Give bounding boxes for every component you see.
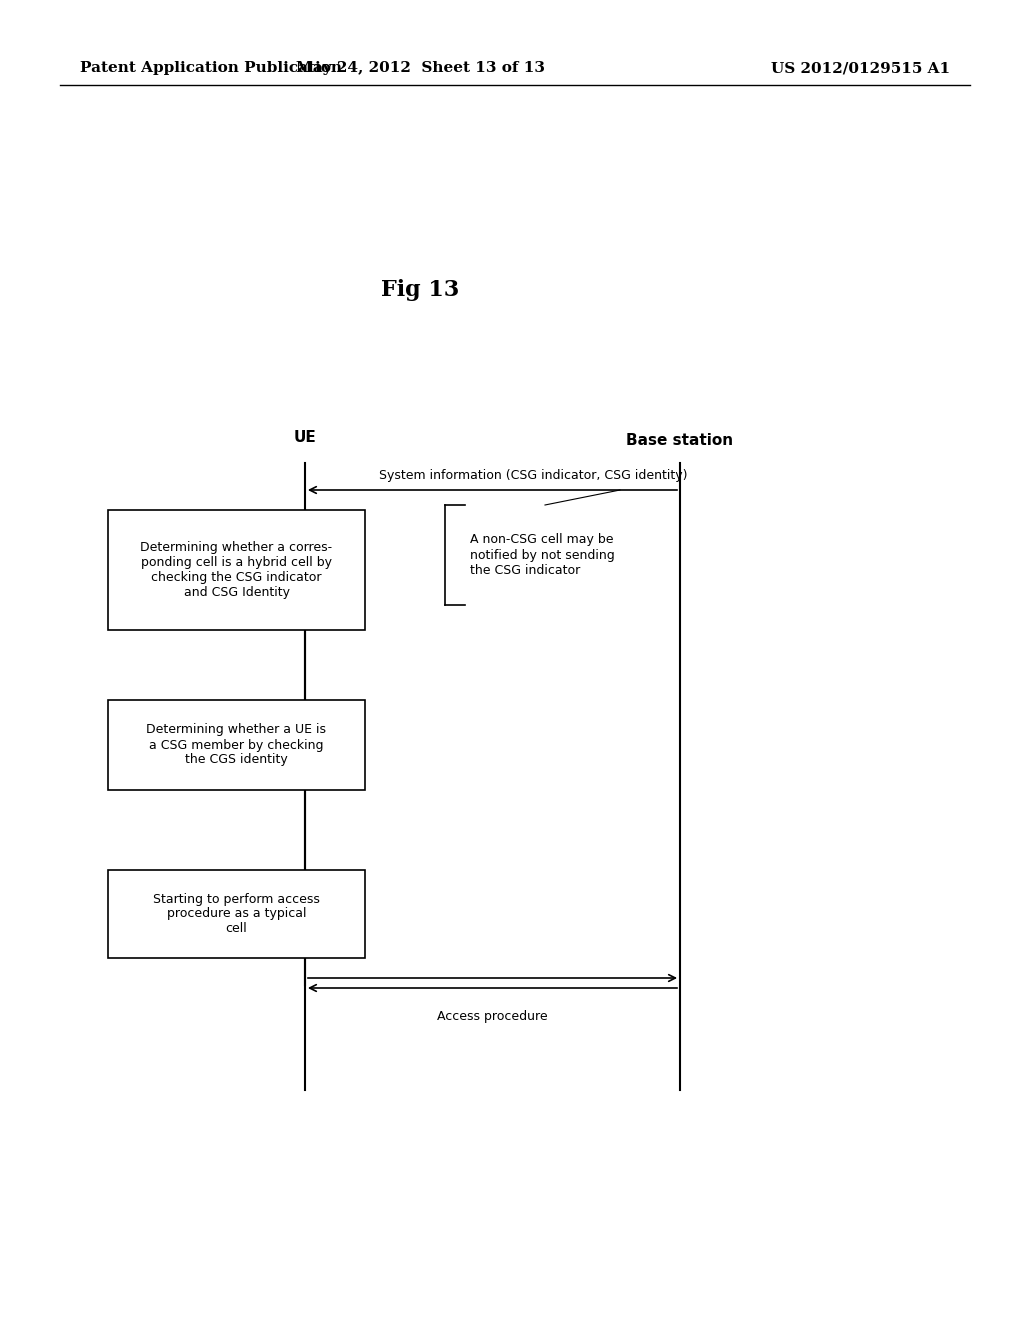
- Text: Patent Application Publication: Patent Application Publication: [80, 61, 342, 75]
- Text: Determining whether a corres-
ponding cell is a hybrid cell by
checking the CSG : Determining whether a corres- ponding ce…: [140, 541, 333, 599]
- Text: System information (CSG indicator, CSG identity): System information (CSG indicator, CSG i…: [379, 469, 688, 482]
- Text: UE: UE: [294, 430, 316, 445]
- Text: Base station: Base station: [627, 433, 733, 447]
- Text: US 2012/0129515 A1: US 2012/0129515 A1: [771, 61, 950, 75]
- Polygon shape: [108, 870, 365, 958]
- Text: Determining whether a UE is
a CSG member by checking
the CGS identity: Determining whether a UE is a CSG member…: [146, 723, 327, 767]
- Text: Fig 13: Fig 13: [381, 279, 459, 301]
- Polygon shape: [108, 700, 365, 789]
- Text: A non-CSG cell may be
notified by not sending
the CSG indicator: A non-CSG cell may be notified by not se…: [470, 533, 614, 577]
- Text: Access procedure: Access procedure: [437, 1010, 548, 1023]
- Polygon shape: [108, 510, 365, 630]
- Text: Starting to perform access
procedure as a typical
cell: Starting to perform access procedure as …: [153, 892, 319, 936]
- Text: May 24, 2012  Sheet 13 of 13: May 24, 2012 Sheet 13 of 13: [296, 61, 545, 75]
